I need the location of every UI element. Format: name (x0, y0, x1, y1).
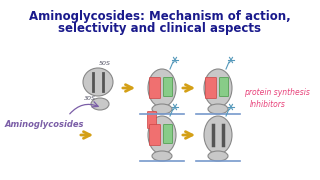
Ellipse shape (204, 116, 232, 154)
Text: 50S: 50S (99, 61, 111, 66)
Ellipse shape (152, 151, 172, 161)
FancyBboxPatch shape (149, 78, 161, 98)
Ellipse shape (148, 116, 176, 154)
Ellipse shape (91, 98, 109, 110)
Text: selectivity and clinical aspects: selectivity and clinical aspects (59, 22, 261, 35)
Text: Aminoglycosides: Mechanism of action,: Aminoglycosides: Mechanism of action, (29, 10, 291, 23)
FancyBboxPatch shape (164, 125, 172, 143)
FancyBboxPatch shape (149, 125, 161, 145)
Text: Inhibitors: Inhibitors (250, 100, 286, 109)
Text: protein synthesis: protein synthesis (244, 88, 310, 97)
FancyBboxPatch shape (148, 111, 156, 129)
FancyBboxPatch shape (164, 78, 172, 96)
FancyBboxPatch shape (220, 78, 228, 96)
Ellipse shape (204, 69, 232, 107)
Ellipse shape (152, 104, 172, 114)
Text: 30S: 30S (84, 96, 96, 101)
Ellipse shape (148, 69, 176, 107)
Ellipse shape (83, 68, 113, 96)
FancyBboxPatch shape (205, 78, 217, 98)
Ellipse shape (208, 151, 228, 161)
Ellipse shape (208, 104, 228, 114)
Text: Aminoglycosides: Aminoglycosides (5, 120, 84, 129)
